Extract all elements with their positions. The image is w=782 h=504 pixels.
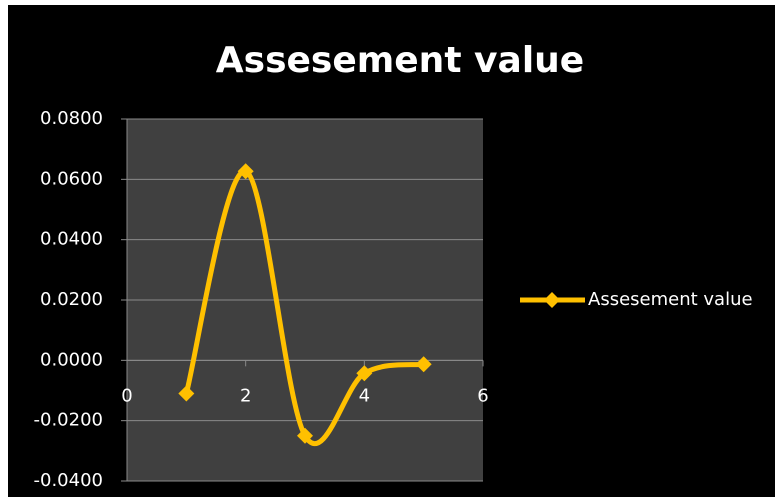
y-tick-label: -0.0200 [34,410,103,431]
legend-marker [544,292,560,308]
y-tick-label: -0.0400 [34,470,103,491]
data-point [297,427,313,444]
x-tick-label: 4 [359,385,370,406]
y-tick-label: 0.0200 [40,289,103,310]
data-point [178,385,195,402]
y-tick-label: 0.0400 [40,229,103,250]
y-tick-label: 0.0000 [40,349,103,370]
y-tick-label: 0.0600 [40,168,103,189]
y-tick-label: 0.0800 [40,108,103,129]
data-point [415,356,432,373]
data-point [356,365,373,382]
x-tick-label: 6 [477,385,488,406]
data-point [237,163,254,180]
legend-label: Assesement value [588,289,753,310]
x-tick-label: 0 [121,385,132,406]
chart-title: Assesement value [216,40,584,81]
x-tick-label: 2 [240,385,251,406]
